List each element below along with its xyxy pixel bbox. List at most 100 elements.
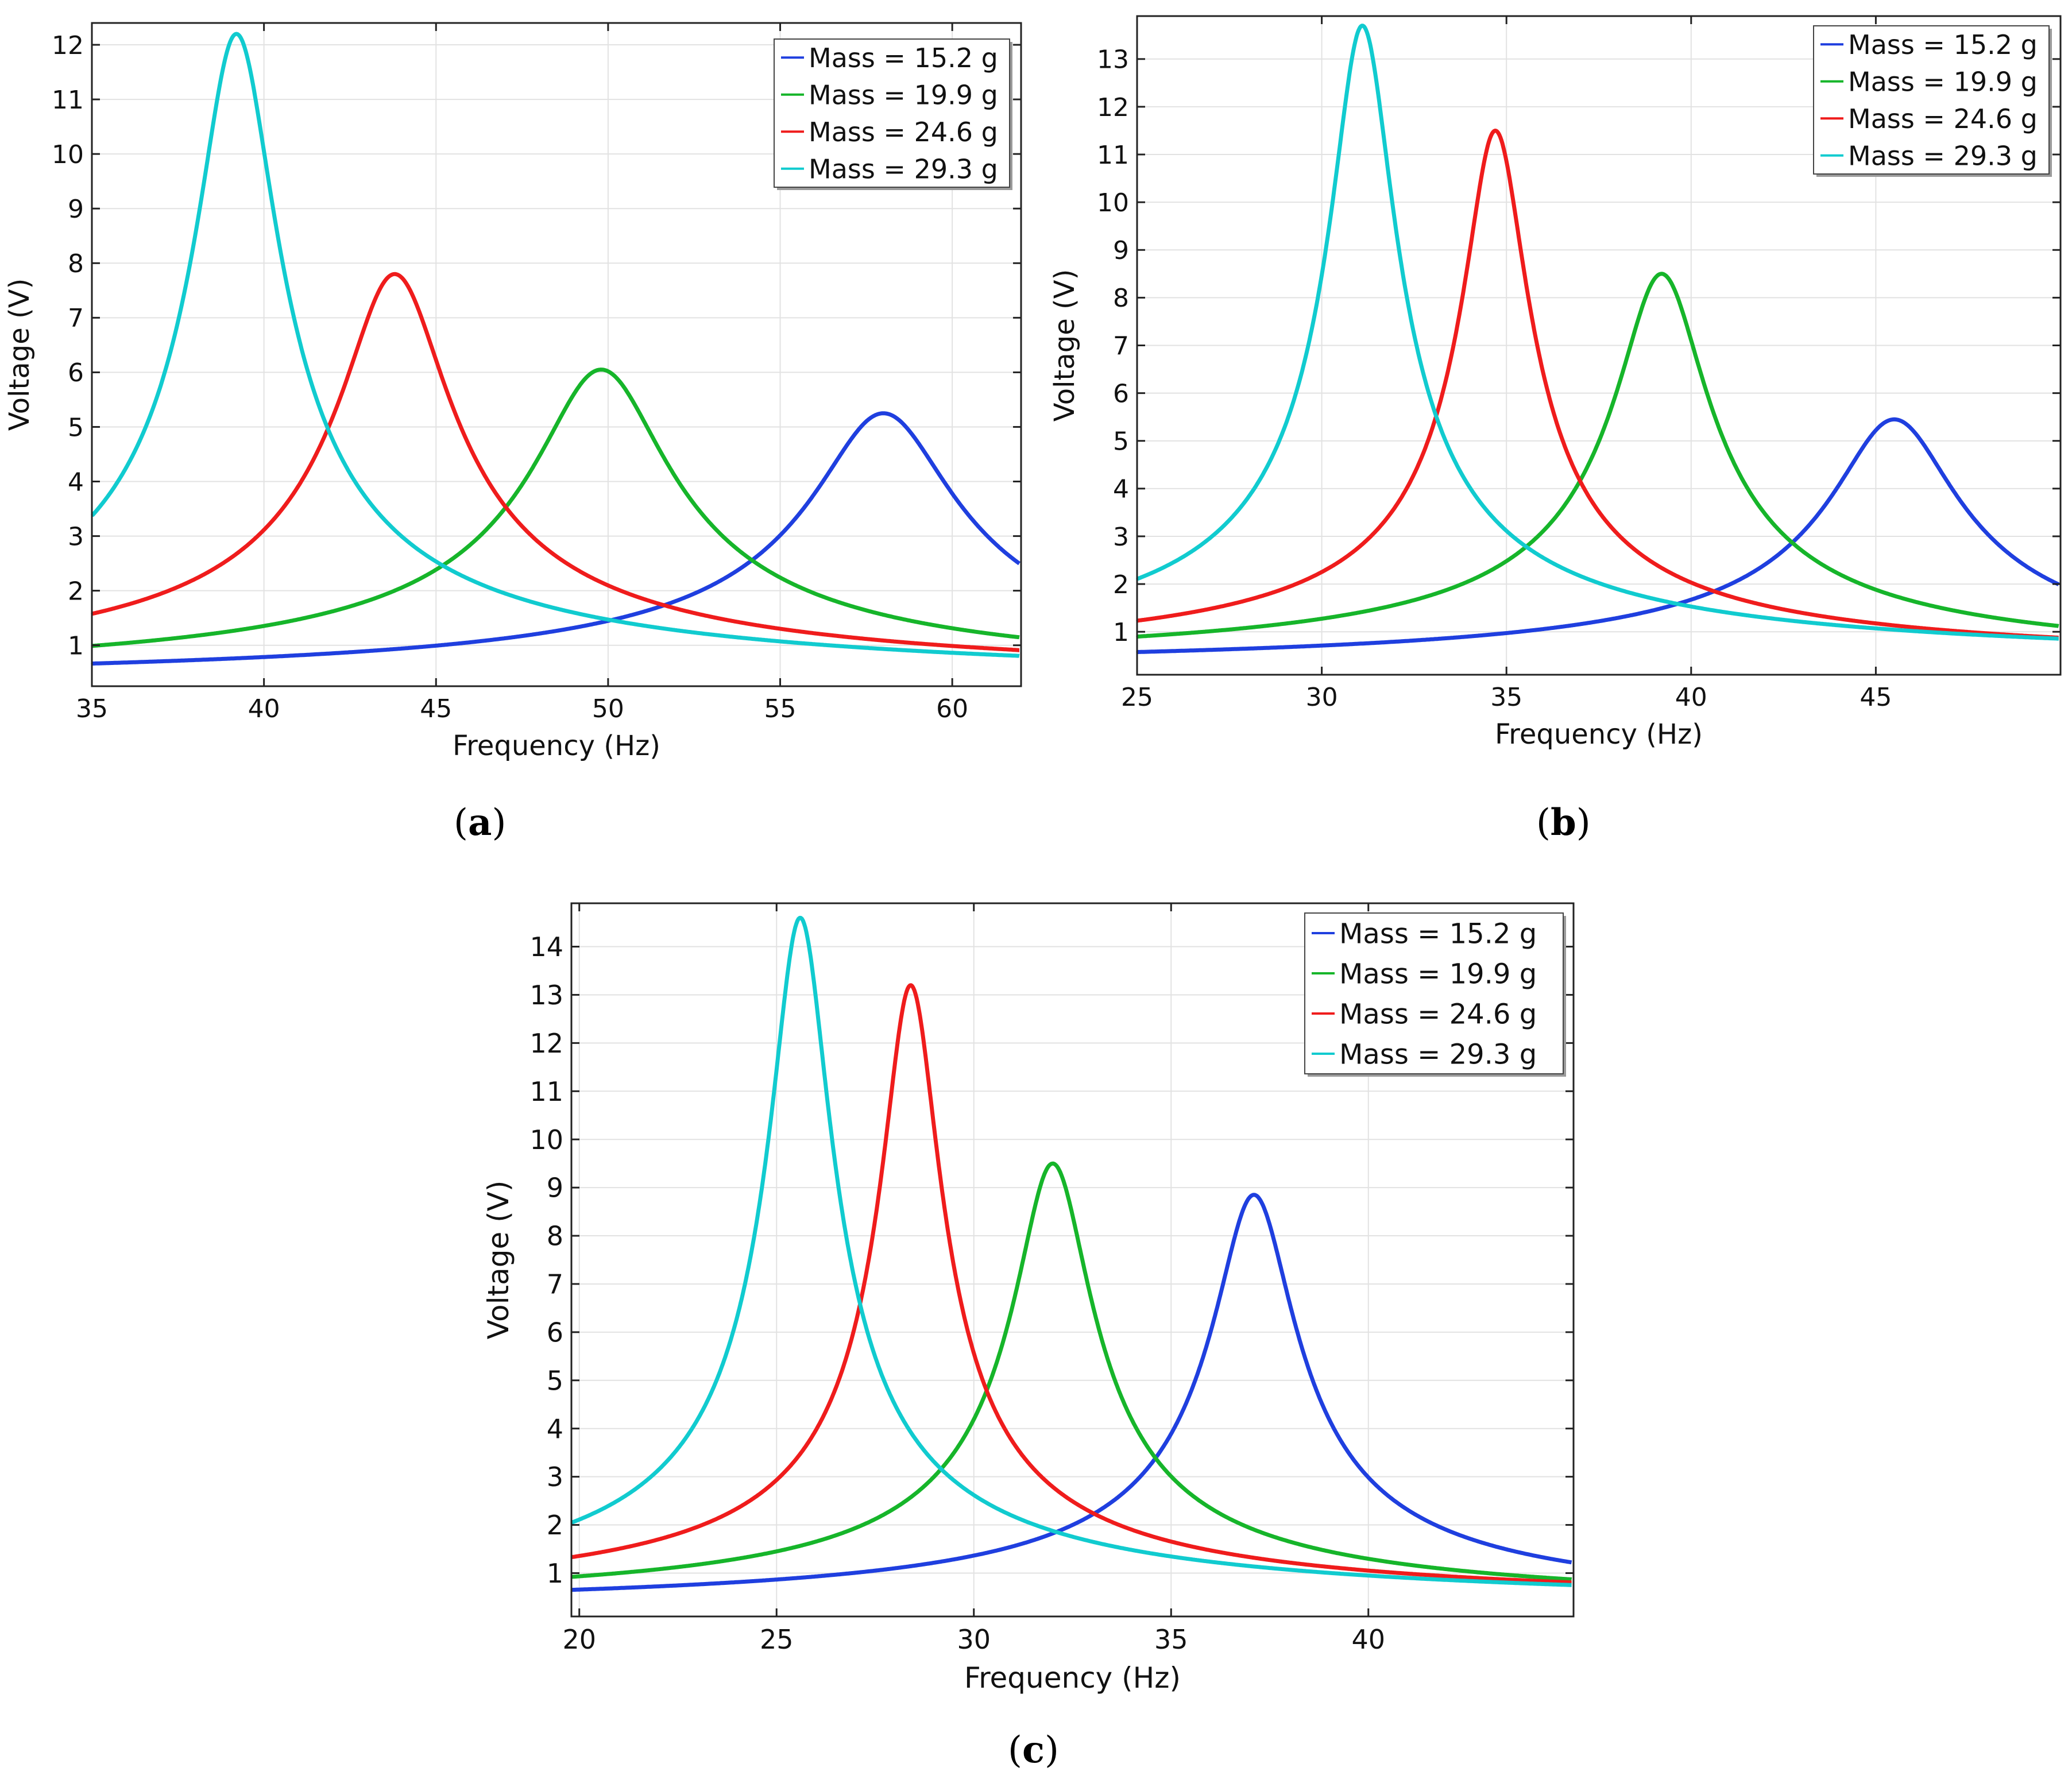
y-tick-label: 5 [547,1365,563,1396]
y-tick-label: 2 [1113,570,1129,600]
y-tick-label: 5 [68,413,84,442]
y-tick-label: 12 [529,1028,563,1059]
y-tick-label: 1 [1113,618,1129,647]
y-tick-label: 13 [529,980,563,1011]
y-tick-label: 4 [68,467,84,497]
series-line-4 [570,915,1574,1587]
legend-label-3: Mass = 24.6 g [1848,103,2038,134]
y-tick-label: 4 [547,1413,563,1444]
series-line-4 [91,32,1021,658]
y-tick-label: 8 [68,249,84,279]
x-tick-label: 30 [957,1624,991,1655]
x-tick-label: 40 [1351,1624,1385,1655]
legend-label-2: Mass = 19.9 g [1848,66,2038,97]
legend-label-1: Mass = 15.2 g [1339,918,1537,950]
y-tick-label: 12 [1097,93,1129,122]
caption-b-letter: b [1550,801,1576,844]
y-axis-label: Voltage (V) [482,1181,515,1340]
x-tick-label: 35 [1490,683,1522,712]
y-tick-label: 2 [547,1510,563,1541]
x-axis-label: Frequency (Hz) [964,1661,1181,1695]
series-line-2 [91,368,1021,648]
x-tick-label: 35 [1154,1624,1188,1655]
series-line-1 [570,1193,1574,1592]
legend-label-3: Mass = 24.6 g [809,117,998,148]
y-tick-label: 5 [1113,427,1129,457]
plot-frame [91,22,1022,687]
x-tick-label: 45 [1860,683,1892,712]
y-tick-label: 3 [68,522,84,551]
x-tick-label: 40 [248,694,280,724]
legend-label-4: Mass = 29.3 g [1848,140,2038,171]
y-tick-label: 2 [68,577,84,606]
caption-c: (c) [1008,1728,1059,1772]
legend-label-4: Mass = 29.3 g [1339,1038,1537,1070]
series-group [1136,24,2061,654]
y-tick-label: 11 [52,86,84,115]
legend-label-1: Mass = 15.2 g [1848,29,2038,60]
y-tick-label: 7 [68,304,84,333]
y-tick-label: 12 [52,31,84,60]
y-tick-label: 1 [547,1558,563,1589]
y-tick-label: 6 [1113,379,1129,408]
caption-b: (b) [1536,801,1591,844]
series-line-3 [1136,129,2061,640]
series-line-3 [91,272,1021,652]
y-tick-label: 11 [1097,141,1129,170]
y-tick-label: 14 [529,931,563,962]
legend-label-2: Mass = 19.9 g [1339,958,1537,990]
x-tick-label: 35 [76,694,108,724]
legend: Mass = 15.2 g Mass = 19.9 g Mass = 24.6 g M… [774,38,1012,190]
legend-label-3: Mass = 24.6 g [1339,998,1537,1030]
legend: Mass = 15.2 g Mass = 19.9 g Mass = 24.6 g M… [1304,912,1566,1077]
caption-c-letter: c [1022,1728,1045,1772]
y-tick-label: 9 [68,195,84,224]
y-tick-label: 13 [1097,45,1129,75]
x-tick-label: 60 [936,694,968,724]
y-tick-label: 3 [1113,523,1129,552]
x-tick-label: 50 [592,694,624,724]
plot-frame [570,902,1575,1618]
y-tick-label: 8 [1113,284,1129,313]
x-tick-label: 25 [1121,683,1153,712]
legend-box [1813,25,2050,175]
legend-box [774,38,1010,188]
x-tick-label: 20 [562,1624,596,1655]
caption-a-letter: a [467,801,492,844]
series-line-2 [570,1161,1574,1581]
series-line-1 [1136,417,2061,654]
y-tick-label: 10 [1097,188,1129,218]
y-tick-label: 10 [52,140,84,169]
x-tick-label: 55 [764,694,797,724]
y-tick-label: 7 [1113,331,1129,361]
y-axis-label: Voltage (V) [3,279,36,431]
series-line-1 [91,411,1021,666]
y-tick-label: 6 [547,1317,563,1348]
legend-label-2: Mass = 19.9 g [809,79,998,110]
y-axis-label: Voltage (V) [1049,269,1081,422]
y-tick-label: 7 [547,1269,563,1300]
series-group [570,915,1574,1592]
series-line-4 [1136,24,2061,641]
x-tick-label: 25 [760,1624,794,1655]
y-tick-label: 3 [547,1461,563,1492]
legend-label-1: Mass = 15.2 g [809,42,998,74]
caption-a: (a) [454,801,507,844]
y-tick-label: 8 [547,1221,563,1252]
x-tick-label: 30 [1306,683,1338,712]
legend-label-4: Mass = 29.3 g [809,153,998,184]
y-tick-label: 11 [529,1076,563,1107]
y-tick-label: 10 [529,1124,563,1155]
y-tick-label: 4 [1113,475,1129,504]
y-tick-label: 9 [1113,236,1129,265]
series-line-3 [570,983,1574,1585]
y-tick-label: 1 [68,632,84,661]
series-group [91,32,1021,666]
x-tick-label: 45 [420,694,452,724]
